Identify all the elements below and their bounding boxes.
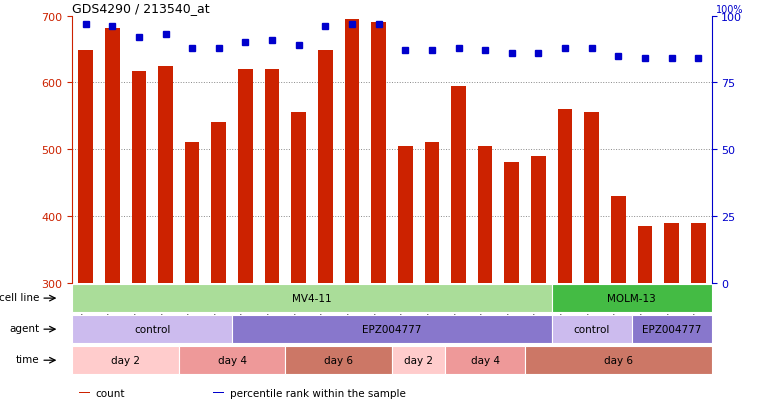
Bar xyxy=(584,113,599,283)
Text: control: control xyxy=(574,324,610,335)
Bar xyxy=(611,196,626,283)
Bar xyxy=(552,284,712,313)
Bar xyxy=(158,66,173,283)
Bar xyxy=(265,70,279,283)
Bar xyxy=(213,392,224,393)
Bar xyxy=(451,86,466,283)
Bar xyxy=(72,284,552,313)
Bar xyxy=(78,392,91,393)
Bar xyxy=(179,346,285,375)
Bar xyxy=(691,223,705,283)
Text: 100%: 100% xyxy=(715,5,743,15)
Text: EPZ004777: EPZ004777 xyxy=(362,324,422,335)
Bar xyxy=(371,23,386,283)
Text: control: control xyxy=(134,324,170,335)
Bar xyxy=(78,51,93,283)
Text: GDS4290 / 213540_at: GDS4290 / 213540_at xyxy=(72,2,210,15)
Bar xyxy=(525,346,712,375)
Bar xyxy=(632,315,712,344)
Bar xyxy=(72,346,179,375)
Bar xyxy=(232,315,552,344)
Bar xyxy=(72,315,232,344)
Bar xyxy=(392,346,445,375)
Bar xyxy=(552,315,632,344)
Bar xyxy=(132,72,146,283)
Text: day 2: day 2 xyxy=(404,355,433,366)
Bar xyxy=(212,123,226,283)
Text: day 2: day 2 xyxy=(111,355,140,366)
Bar xyxy=(425,143,439,283)
Bar xyxy=(664,223,679,283)
Bar xyxy=(105,28,119,283)
Text: cell line: cell line xyxy=(0,292,40,302)
Text: agent: agent xyxy=(10,323,40,333)
Bar xyxy=(398,146,412,283)
Text: count: count xyxy=(95,387,125,398)
Bar xyxy=(345,20,359,283)
Text: day 6: day 6 xyxy=(603,355,633,366)
Text: day 6: day 6 xyxy=(324,355,353,366)
Text: time: time xyxy=(16,354,40,364)
Bar xyxy=(285,346,392,375)
Bar xyxy=(238,70,253,283)
Bar xyxy=(531,157,546,283)
Text: EPZ004777: EPZ004777 xyxy=(642,324,702,335)
Bar xyxy=(478,146,492,283)
Bar xyxy=(505,163,519,283)
Bar xyxy=(185,143,199,283)
Text: MOLM-13: MOLM-13 xyxy=(607,293,656,304)
Bar xyxy=(291,113,306,283)
Text: day 4: day 4 xyxy=(218,355,247,366)
Text: MV4-11: MV4-11 xyxy=(292,293,332,304)
Text: day 4: day 4 xyxy=(470,355,500,366)
Bar xyxy=(558,110,572,283)
Bar xyxy=(318,51,333,283)
Bar xyxy=(445,346,525,375)
Bar xyxy=(638,226,652,283)
Text: percentile rank within the sample: percentile rank within the sample xyxy=(230,387,406,398)
